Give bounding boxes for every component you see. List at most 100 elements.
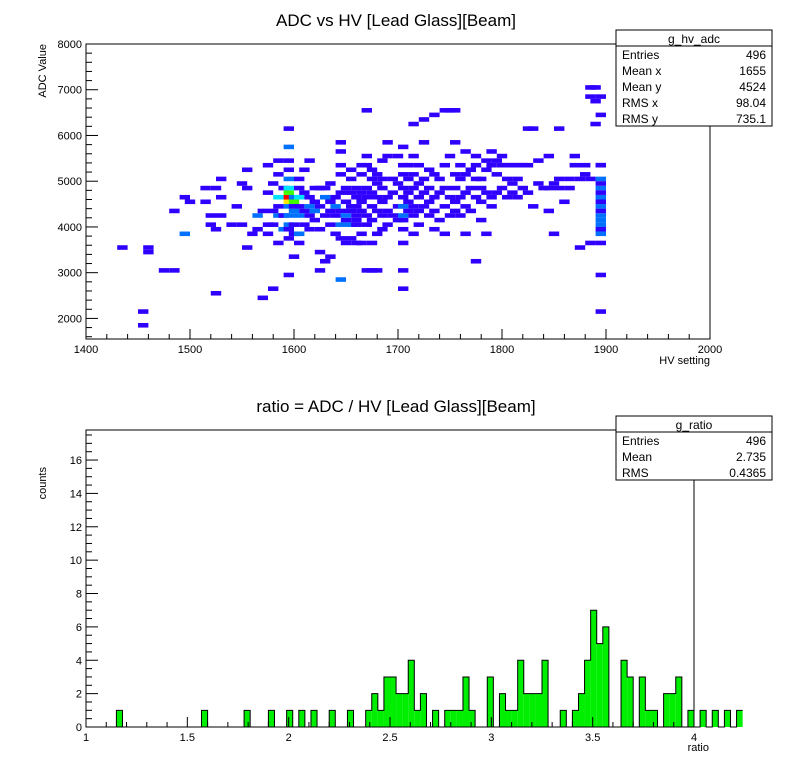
heatmap-cell (356, 172, 367, 177)
histogram-bar (371, 693, 378, 727)
heatmap-cell (335, 140, 346, 145)
heatmap-cell (294, 204, 305, 209)
heatmap-cell (470, 153, 482, 159)
heatmap-cell (595, 208, 606, 214)
heatmap-cell (325, 222, 336, 227)
heatmap-cell (470, 194, 482, 200)
heatmap-cell (569, 162, 580, 168)
histogram-bar (298, 710, 305, 727)
heatmap-cell (595, 213, 606, 218)
heatmap-cell (486, 162, 497, 168)
heatmap-cell (418, 204, 430, 209)
heatmap-cell (262, 190, 274, 195)
histogram-bar (651, 710, 658, 727)
heatmap-cell (346, 176, 357, 182)
stats-row-label: RMS y (622, 112, 658, 126)
heatmap-cell (179, 231, 190, 237)
heatmap-cell (283, 167, 294, 173)
heatmap-cell (564, 176, 575, 182)
heatmap-cell (595, 309, 606, 314)
heatmap-cell (179, 194, 190, 200)
heatmap-cell (460, 190, 471, 195)
heatmap-cell (205, 222, 216, 227)
histogram-bar (621, 660, 628, 727)
heatmap-cell (288, 222, 300, 227)
heatmap-cell (595, 94, 606, 99)
heatmap-cell (429, 208, 440, 214)
heatmap-cell (273, 158, 284, 163)
x-tick-label: 1.5 (180, 732, 195, 744)
heatmap-cell (309, 199, 320, 205)
heatmap-cell (372, 208, 383, 214)
histogram-bar (602, 626, 609, 727)
heatmap-cell (138, 309, 149, 314)
heatmap-cell (496, 153, 508, 159)
heatmap-cell (278, 185, 289, 191)
histogram-bar (511, 710, 518, 727)
heatmap-cell (325, 254, 336, 259)
heatmap-cell (595, 217, 606, 223)
heatmap-cell (340, 213, 352, 218)
heatmap-cell (465, 208, 476, 214)
heatmap-cell (486, 204, 497, 209)
heatmap-cell (460, 149, 471, 154)
heatmap-cell (418, 140, 430, 145)
heatmap-cell (138, 322, 149, 328)
y-tick-label: 4000 (58, 222, 82, 234)
stats-row-value: 1655 (739, 64, 766, 78)
heatmap-cell (288, 254, 300, 259)
heatmap-cell (382, 222, 393, 227)
heatmap-cell (595, 226, 606, 232)
heatmap-cell (543, 185, 554, 191)
heatmap-cell (403, 176, 414, 182)
heatmap-cell (242, 185, 253, 191)
y-tick-label: 3000 (58, 268, 82, 280)
stats-box-name: g_ratio (676, 418, 713, 432)
heatmap-cell (325, 181, 336, 186)
heatmap-cell (491, 190, 502, 195)
heatmap-cell (595, 194, 606, 200)
x-tick-label: 1500 (178, 344, 202, 356)
heatmap-cell (429, 112, 440, 118)
heatmap-cell (283, 144, 294, 150)
histogram-bar (469, 710, 476, 727)
heatmap-cell (528, 204, 539, 209)
heatmap-cell (564, 185, 575, 191)
stats-row-label: Mean (622, 450, 652, 464)
heatmap-cell (408, 204, 419, 209)
heatmap-cell (408, 213, 419, 218)
heatmap-cell (403, 162, 414, 168)
heatmap-cell (356, 240, 367, 246)
heatmap-cell (595, 112, 606, 118)
heatmap-cell (294, 213, 305, 218)
heatmap-cell (299, 167, 310, 173)
chart2-ylabel: counts (37, 467, 49, 500)
histogram-bar (365, 710, 372, 727)
histogram-bar (310, 710, 318, 727)
heatmap-cell (351, 217, 362, 223)
x-tick-label: 1700 (386, 344, 410, 356)
heatmap-cell (257, 208, 268, 214)
heatmap-cell (210, 185, 222, 191)
heatmap-cell (361, 153, 372, 159)
heatmap-cell (330, 204, 341, 209)
heatmap-cell (424, 213, 435, 218)
heatmap-cell (387, 190, 398, 195)
histogram-bar (396, 693, 403, 727)
heatmap-cell (382, 140, 393, 145)
heatmap-cell (382, 153, 393, 159)
heatmap-cell (351, 213, 362, 218)
heatmap-cell (580, 172, 591, 177)
heatmap-cell (387, 213, 398, 218)
heatmap-cell (283, 190, 294, 195)
heatmap-cell (554, 185, 565, 191)
heatmap-cell (460, 204, 471, 209)
heatmap-cell (340, 217, 352, 223)
heatmap-cell (398, 286, 409, 291)
stats-box-frame (615, 415, 773, 481)
heatmap-cell (356, 231, 367, 237)
heatmap-cell (335, 162, 346, 168)
heatmap-cell (377, 185, 388, 191)
stats-box-name: g_hv_adc (668, 32, 720, 46)
histogram-bar (402, 693, 409, 727)
